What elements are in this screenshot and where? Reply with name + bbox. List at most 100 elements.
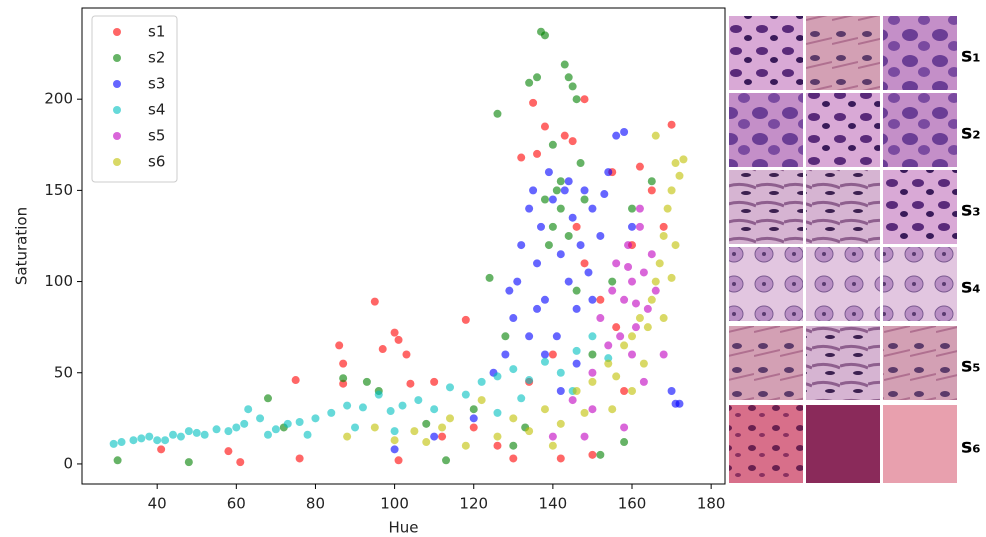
- point: [343, 401, 352, 410]
- point: [620, 386, 629, 395]
- point: [628, 350, 637, 359]
- point: [410, 427, 419, 436]
- point: [157, 445, 166, 454]
- point: [509, 414, 518, 423]
- point: [600, 190, 609, 199]
- point: [525, 376, 534, 385]
- point: [588, 405, 597, 414]
- point: [667, 386, 676, 395]
- point: [509, 314, 518, 323]
- point: [200, 430, 209, 439]
- point: [394, 335, 403, 344]
- point: [540, 357, 549, 366]
- point: [628, 204, 637, 213]
- point: [184, 427, 193, 436]
- point: [533, 73, 542, 82]
- point: [671, 159, 680, 168]
- point: [537, 222, 546, 231]
- point: [588, 332, 597, 341]
- legend-marker: [113, 132, 121, 140]
- point: [540, 350, 549, 359]
- image-tile: [883, 170, 957, 244]
- x-tick-label: 180: [697, 495, 726, 513]
- x-tick-label: 80: [306, 495, 325, 513]
- point: [608, 277, 617, 286]
- point: [370, 423, 379, 432]
- point: [362, 377, 371, 386]
- point: [576, 241, 585, 250]
- x-tick-label: 100: [380, 495, 409, 513]
- point: [477, 396, 486, 405]
- point: [129, 436, 138, 445]
- point: [572, 286, 581, 295]
- point: [145, 432, 154, 441]
- point: [236, 458, 245, 467]
- image-tile: [806, 170, 880, 244]
- point: [675, 171, 684, 180]
- point: [533, 149, 542, 158]
- point: [667, 273, 676, 282]
- image-tile: [883, 326, 957, 400]
- point: [224, 447, 233, 456]
- point: [659, 314, 668, 323]
- point: [442, 456, 451, 465]
- point: [639, 268, 648, 277]
- point: [612, 131, 621, 140]
- point: [295, 417, 304, 426]
- point: [343, 432, 352, 441]
- image-tile: [806, 405, 880, 483]
- point: [608, 286, 617, 295]
- point: [485, 273, 494, 282]
- image-tile: [806, 247, 880, 321]
- y-tick-label: 150: [44, 181, 73, 199]
- point: [406, 379, 415, 388]
- image-tile: [883, 405, 957, 483]
- point: [422, 438, 431, 447]
- point: [137, 434, 146, 443]
- point: [620, 438, 629, 447]
- point: [620, 295, 629, 304]
- point: [256, 414, 265, 423]
- point: [556, 177, 565, 186]
- point: [612, 323, 621, 332]
- point: [548, 432, 557, 441]
- point: [540, 122, 549, 131]
- point: [576, 159, 585, 168]
- point: [596, 314, 605, 323]
- legend-label: s3: [148, 75, 165, 93]
- point: [548, 222, 557, 231]
- point: [624, 262, 633, 271]
- point: [430, 432, 439, 441]
- point: [588, 350, 597, 359]
- points: [109, 27, 688, 467]
- point: [556, 386, 565, 395]
- point: [390, 436, 399, 445]
- point: [509, 441, 518, 450]
- point: [560, 131, 569, 140]
- side-label: s₂: [961, 122, 981, 144]
- point: [477, 377, 486, 386]
- point: [390, 445, 399, 454]
- point: [493, 432, 502, 441]
- point: [398, 401, 407, 410]
- image-tile: [883, 93, 957, 167]
- point: [291, 376, 300, 385]
- legend-label: s2: [148, 49, 165, 67]
- point: [548, 441, 557, 450]
- legend-label: s6: [148, 153, 165, 171]
- point: [564, 177, 573, 186]
- point: [580, 186, 589, 195]
- y-tick-label: 0: [63, 454, 73, 472]
- point: [667, 120, 676, 129]
- point: [153, 436, 162, 445]
- point: [604, 168, 613, 177]
- x-tick-label: 160: [618, 495, 647, 513]
- point: [461, 441, 470, 450]
- point: [659, 222, 668, 231]
- point: [628, 277, 637, 286]
- point: [643, 304, 652, 313]
- side-label: s₆: [961, 436, 981, 458]
- y-tick-label: 100: [44, 272, 73, 290]
- point: [493, 372, 502, 381]
